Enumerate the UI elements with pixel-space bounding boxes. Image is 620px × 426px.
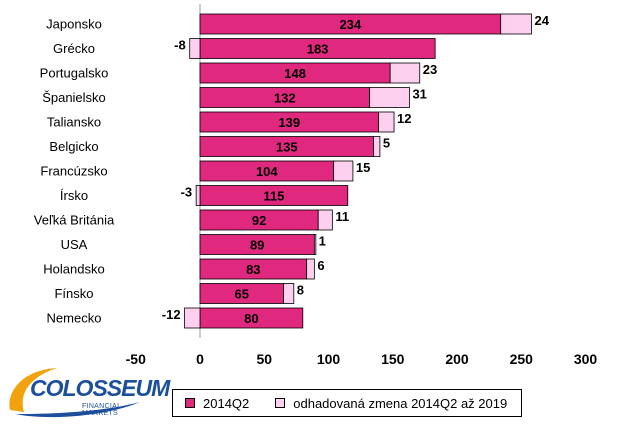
value-label-2014q2-nemecko: 80 — [244, 311, 258, 326]
value-label-change-francuzsko: 15 — [356, 160, 370, 175]
value-label-2014q2-usa: 89 — [250, 238, 264, 253]
category-label-finsko: Fínsko — [54, 286, 93, 301]
bar-change-velka-britania — [317, 209, 333, 231]
axis-layer: -50 0 50 100 150 200 250 300 — [126, 4, 598, 367]
x-tick-label: 200 — [445, 351, 469, 367]
category-label-nemecko: Nemecko — [47, 311, 102, 326]
x-tick-label: 250 — [510, 351, 534, 367]
value-label-2014q2-francuzsko: 104 — [256, 164, 278, 179]
logo-tagline: FINANCIAL MARKETS — [82, 403, 122, 417]
value-label-2014q2-spanielsko: 132 — [274, 91, 296, 106]
category-label-portugalsko: Portugalsko — [40, 66, 109, 81]
value-label-2014q2-irsko: 115 — [263, 189, 284, 204]
value-label-change-nemecko: -12 — [162, 307, 181, 322]
value-label-change-irsko: -3 — [181, 185, 193, 200]
bars-layer — [184, 13, 532, 329]
bar-change-nemecko — [184, 307, 201, 329]
value-label-2014q2-holandsko: 83 — [246, 262, 260, 277]
value-label-2014q2-belgicko: 135 — [276, 140, 298, 155]
x-tick-label: 50 — [256, 351, 272, 367]
value-label-change-finsko: 8 — [297, 283, 304, 298]
x-tick-label: 100 — [317, 351, 341, 367]
logo-swoosh-icon — [9, 368, 140, 418]
bar-change-spanielsko — [369, 87, 410, 108]
value-label-change-japonsko: 24 — [535, 13, 550, 28]
value-label-2014q2-velka-britania: 92 — [252, 213, 266, 228]
legend-item-estimated-change: odhadovaná zmena 2014Q2 až 2019 — [275, 396, 507, 411]
category-label-grecko: Grécko — [53, 41, 95, 56]
category-label-spanielsko: Španielsko — [42, 90, 106, 105]
legend-swatch-2014q2 — [185, 398, 195, 408]
value-label-change-belgicko: 5 — [383, 136, 390, 151]
bar-change-taliansko — [378, 111, 395, 133]
category-label-japonsko: Japonsko — [46, 17, 102, 32]
value-label-change-spanielsko: 31 — [412, 87, 426, 102]
logo-wordmark: COLOSSEUM — [30, 375, 170, 401]
legend-label-2014q2: 2014Q2 — [203, 395, 250, 411]
bar-change-belgicko — [373, 136, 381, 157]
bar-change-finsko — [283, 283, 295, 304]
value-label-2014q2-portugalsko: 148 — [284, 66, 306, 81]
value-label-change-holandsko: 6 — [317, 258, 324, 273]
category-label-irsko: Írsko — [60, 188, 88, 203]
legend-item-2014q2: 2014Q2 — [185, 396, 249, 411]
value-label-2014q2-grecko: 183 — [307, 42, 329, 57]
bar-change-japonsko — [500, 13, 532, 35]
category-label-velka-britania: Veľká Británia — [34, 213, 115, 228]
x-tick-label: 0 — [196, 351, 204, 367]
value-label-change-velka-britania: 11 — [335, 209, 349, 224]
bar-change-grecko — [189, 38, 201, 59]
x-tick-label: -50 — [126, 351, 146, 367]
bar-change-irsko — [195, 185, 201, 206]
category-label-holandsko: Holandsko — [43, 262, 104, 277]
x-tick-label: 300 — [574, 351, 598, 367]
legend-label-estimated-change: odhadovaná zmena 2014Q2 až 2019 — [293, 395, 508, 411]
value-label-2014q2-japonsko: 234 — [339, 17, 361, 32]
bar-change-usa — [313, 234, 317, 255]
value-label-2014q2-taliansko: 139 — [278, 115, 300, 130]
bar-change-holandsko — [306, 258, 315, 280]
colosseum-logo: COLOSSEUM FINANCIAL MARKETS — [2, 362, 170, 422]
value-label-change-usa: 1 — [319, 234, 326, 249]
bar-change-francuzsko — [333, 160, 354, 182]
category-label-francuzsko: Francúzsko — [40, 164, 107, 179]
category-label-usa: USA — [61, 237, 88, 252]
bar-change-portugalsko — [389, 62, 421, 84]
legend-swatch-estimated-change — [275, 398, 286, 408]
value-label-2014q2-finsko: 65 — [235, 287, 249, 302]
x-tick-label: 150 — [381, 351, 405, 367]
category-label-taliansko: Taliansko — [47, 115, 101, 130]
legend: 2014Q2 odhadovaná zmena 2014Q2 až 2019 — [172, 389, 522, 417]
value-label-change-taliansko: 12 — [397, 111, 411, 126]
category-label-belgicko: Belgicko — [49, 139, 98, 154]
value-label-change-grecko: -8 — [174, 38, 186, 53]
value-label-change-portugalsko: 23 — [423, 62, 437, 77]
